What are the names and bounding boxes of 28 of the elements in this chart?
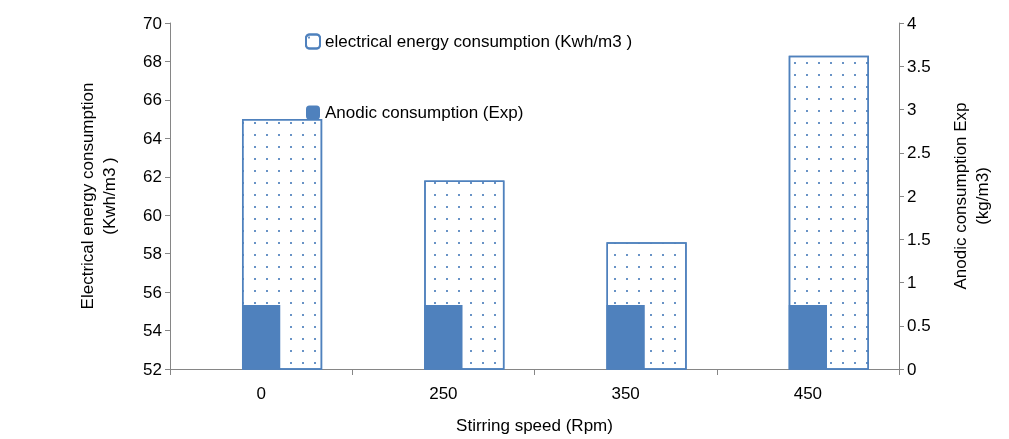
y-tick-label: 64 xyxy=(143,128,162,148)
x-tick-label: 350 xyxy=(611,384,640,403)
y2-axis-title: Anodic consumption Exp (kg/m3) xyxy=(950,102,992,290)
y-tick-label: 66 xyxy=(143,90,162,110)
y-tick-label: 54 xyxy=(143,321,162,341)
y2-tick-label: 3.5 xyxy=(907,56,931,76)
legend-label: electrical energy consumption (Kwh/m3 ) xyxy=(325,32,633,51)
x-axis-title: Stirring speed (Rpm) xyxy=(456,416,613,435)
x-tick-label: 450 xyxy=(793,384,823,403)
y2-tick-label: 2.5 xyxy=(907,143,931,163)
x-tick-label: 0 xyxy=(256,384,266,403)
y-axis-title: Electrical energy consumption (Kwh/m3 ) xyxy=(77,82,119,310)
y-tick-label: 58 xyxy=(143,244,162,264)
x-tick-label: 250 xyxy=(429,384,458,403)
y-tick-label: 56 xyxy=(143,282,162,302)
y2-tick-label: 1 xyxy=(907,273,917,292)
y2-tick-label: 3 xyxy=(907,100,917,119)
y-tick-label: 70 xyxy=(143,13,162,33)
y2-tick-label: 0 xyxy=(907,359,917,379)
y-tick-label: 68 xyxy=(143,51,162,71)
y2-tick-label: 2 xyxy=(907,186,917,206)
y-tick-label: 62 xyxy=(143,167,162,187)
y2-tick-label: 1.5 xyxy=(907,229,931,249)
y-tick-label: 60 xyxy=(143,205,162,225)
legend-label: Anodic consumption (Exp) xyxy=(325,103,524,122)
y-tick-label: 52 xyxy=(143,359,162,379)
y2-tick-label: 4 xyxy=(907,13,917,33)
y2-tick-label: 0.5 xyxy=(907,316,931,336)
